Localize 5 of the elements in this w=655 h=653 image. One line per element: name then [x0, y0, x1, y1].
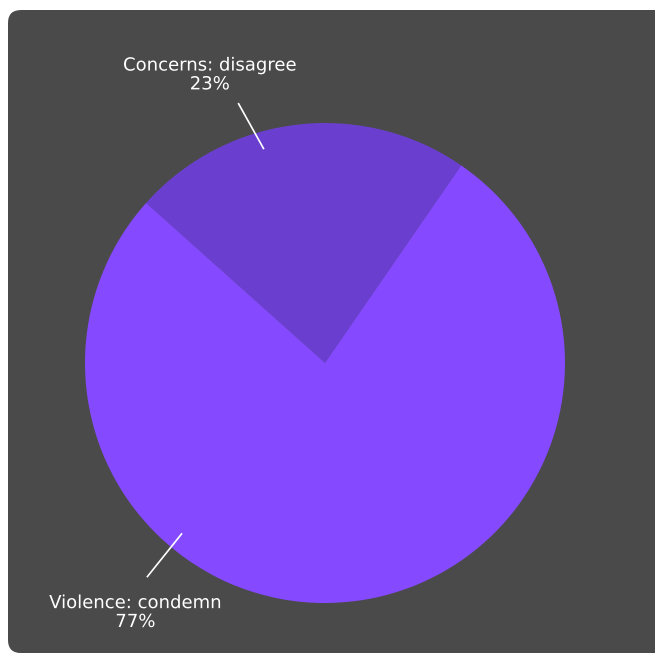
pie-slice	[146, 123, 462, 363]
data-label: 77%	[116, 614, 154, 628]
slice-label: Violence: condemn	[49, 594, 220, 608]
data-label: 23%	[191, 76, 229, 90]
slice-label: Concerns: disagree	[124, 56, 296, 74]
